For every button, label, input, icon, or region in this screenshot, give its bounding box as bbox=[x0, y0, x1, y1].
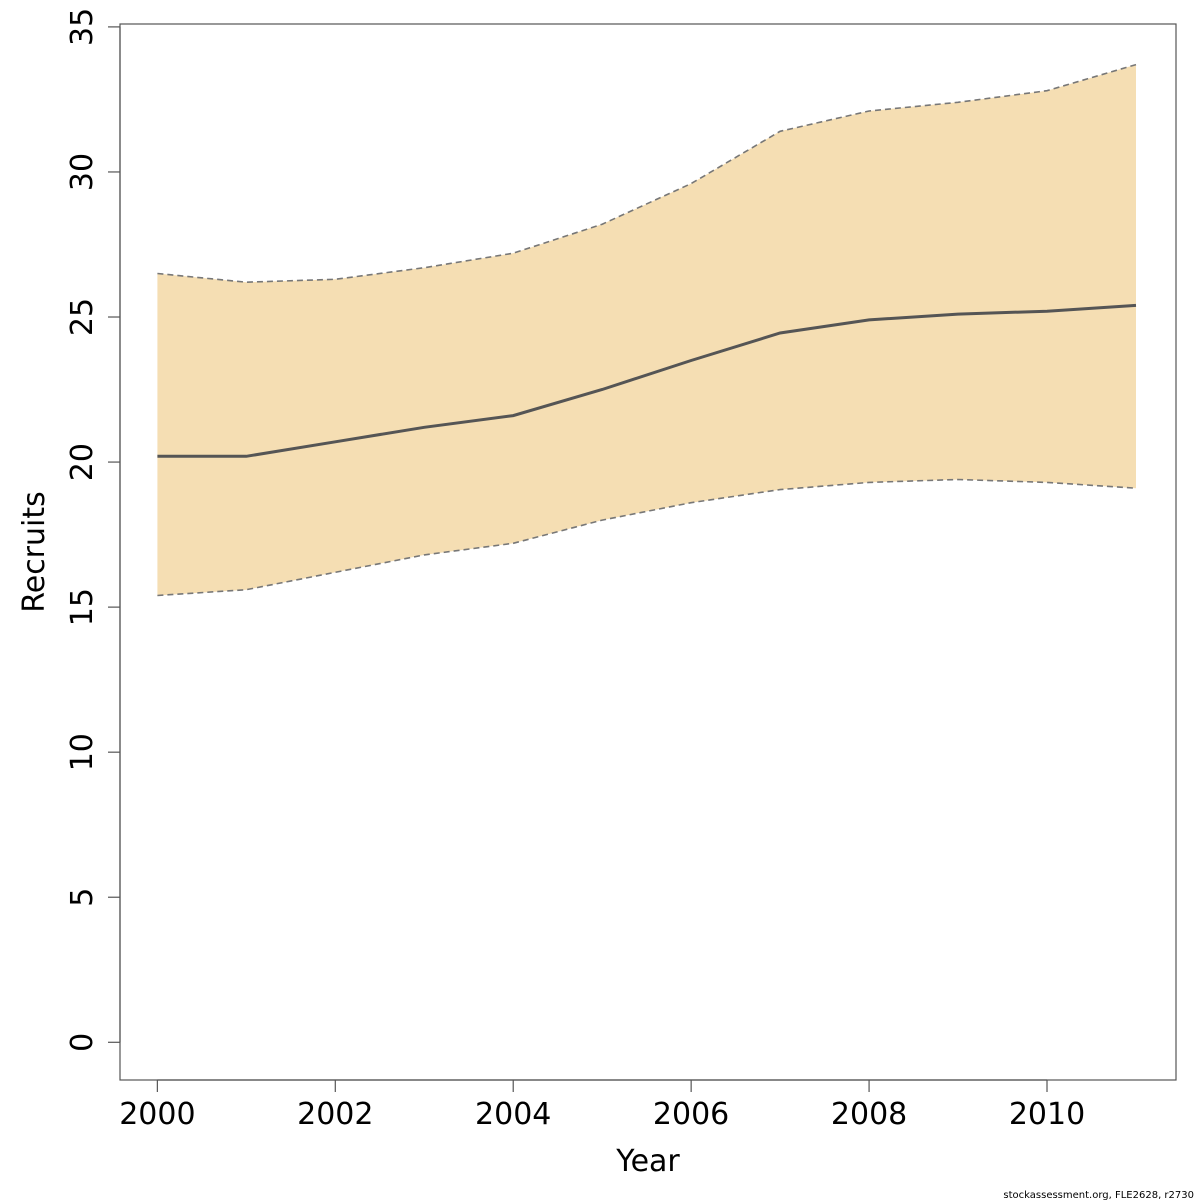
confidence-band bbox=[157, 64, 1136, 596]
x-axis: 2000 2002 2004 2006 2008 2010 bbox=[119, 1079, 1085, 1132]
y-tick-label: 25 bbox=[65, 298, 100, 336]
y-tick-label: 30 bbox=[65, 153, 100, 191]
x-tick-label: 2002 bbox=[297, 1097, 373, 1132]
y-tick-label: 20 bbox=[65, 443, 100, 481]
credit-text: stockassessment.org, FLE2628, r2730 bbox=[1003, 1190, 1194, 1200]
x-axis-title: Year bbox=[615, 1144, 680, 1179]
x-tick-label: 2006 bbox=[653, 1097, 729, 1132]
y-axis-title: Recruits bbox=[17, 491, 52, 613]
x-tick-label: 2000 bbox=[119, 1097, 195, 1132]
y-axis: 0 5 10 15 20 25 30 35 bbox=[65, 8, 121, 1052]
y-tick-label: 35 bbox=[65, 8, 100, 46]
y-tick-label: 0 bbox=[65, 1033, 100, 1052]
y-tick-label: 15 bbox=[65, 588, 100, 626]
x-tick-label: 2010 bbox=[1009, 1097, 1085, 1132]
y-tick-label: 10 bbox=[65, 733, 100, 771]
y-tick-label: 5 bbox=[65, 888, 100, 907]
estimate-line bbox=[157, 303, 1137, 458]
x-tick-label: 2008 bbox=[831, 1097, 907, 1132]
x-tick-label: 2004 bbox=[475, 1097, 551, 1132]
lower-bound-line bbox=[157, 478, 1137, 597]
upper-bound-line bbox=[157, 63, 1137, 284]
